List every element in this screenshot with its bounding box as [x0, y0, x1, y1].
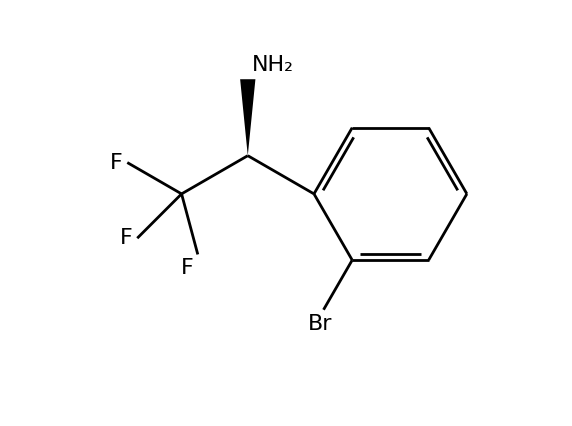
Text: NH₂: NH₂	[252, 55, 295, 75]
Text: F: F	[110, 153, 123, 173]
Text: Br: Br	[308, 314, 332, 334]
Text: F: F	[120, 228, 133, 248]
Text: F: F	[180, 258, 193, 278]
Polygon shape	[240, 79, 256, 155]
